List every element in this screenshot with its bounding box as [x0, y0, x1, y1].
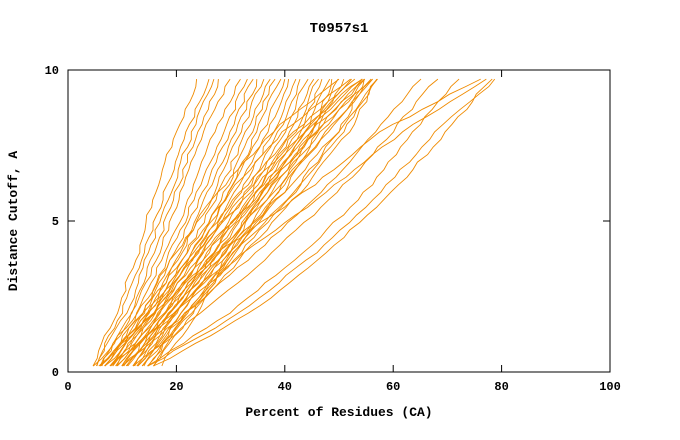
- model-accuracy-curve: [96, 78, 210, 367]
- model-accuracy-curve: [121, 78, 282, 367]
- model-accuracy-curve: [123, 78, 422, 367]
- model-accuracy-curve: [152, 78, 345, 367]
- model-accuracy-curve: [153, 78, 339, 367]
- model-accuracy-curve: [93, 78, 340, 367]
- y-axis-label: Distance Cutoff, A: [6, 151, 21, 292]
- chart-title: T0957s1: [310, 21, 369, 37]
- model-accuracy-curve: [100, 78, 352, 367]
- model-accuracy-curve: [147, 78, 496, 367]
- model-accuracy-curve: [125, 78, 286, 367]
- model-accuracy-curve: [137, 79, 365, 367]
- model-accuracy-curve: [110, 78, 363, 367]
- model-accuracy-curve: [117, 78, 378, 367]
- x-tick-label: 0: [64, 380, 71, 394]
- x-tick-label: 40: [278, 380, 292, 394]
- y-tick-label: 10: [45, 64, 59, 78]
- model-accuracy-curve: [133, 78, 439, 367]
- y-tick-label: 0: [52, 366, 59, 380]
- model-accuracy-curve: [141, 78, 378, 367]
- x-tick-label: 20: [169, 380, 183, 394]
- model-accuracy-curve: [112, 78, 254, 367]
- model-accuracy-curve: [153, 78, 493, 367]
- model-accuracy-curve: [112, 78, 487, 367]
- plot-area: 0 20 40 60 80 100 0 5 10: [45, 64, 621, 394]
- model-accuracy-curve: [123, 78, 373, 367]
- model-accuracy-curve: [134, 78, 373, 367]
- x-axis-label: Percent of Residues (CA): [245, 405, 432, 420]
- model-accuracy-curve: [116, 78, 265, 367]
- model-accuracy-curve: [98, 78, 351, 367]
- model-accuracy-curve: [92, 79, 198, 367]
- model-accuracy-curve: [136, 78, 309, 367]
- model-accuracy-curve: [95, 78, 215, 367]
- model-accuracy-curve: [121, 78, 378, 367]
- model-accuracy-curve: [99, 78, 481, 367]
- model-accuracy-curve: [147, 78, 460, 367]
- x-tick-label: 80: [494, 380, 508, 394]
- x-tick-label: 100: [599, 380, 621, 394]
- model-accuracy-curve: [101, 79, 219, 367]
- model-accuracy-curve: [141, 78, 319, 367]
- model-accuracy-curve: [104, 78, 363, 367]
- model-accuracy-curve: [110, 78, 372, 367]
- model-accuracy-curve: [104, 78, 241, 367]
- x-tick-label: 60: [386, 380, 400, 394]
- model-accuracy-curve: [161, 78, 363, 367]
- model-accuracy-curve: [99, 78, 231, 367]
- model-accuracy-curve: [104, 78, 248, 367]
- y-tick-label: 5: [52, 215, 59, 229]
